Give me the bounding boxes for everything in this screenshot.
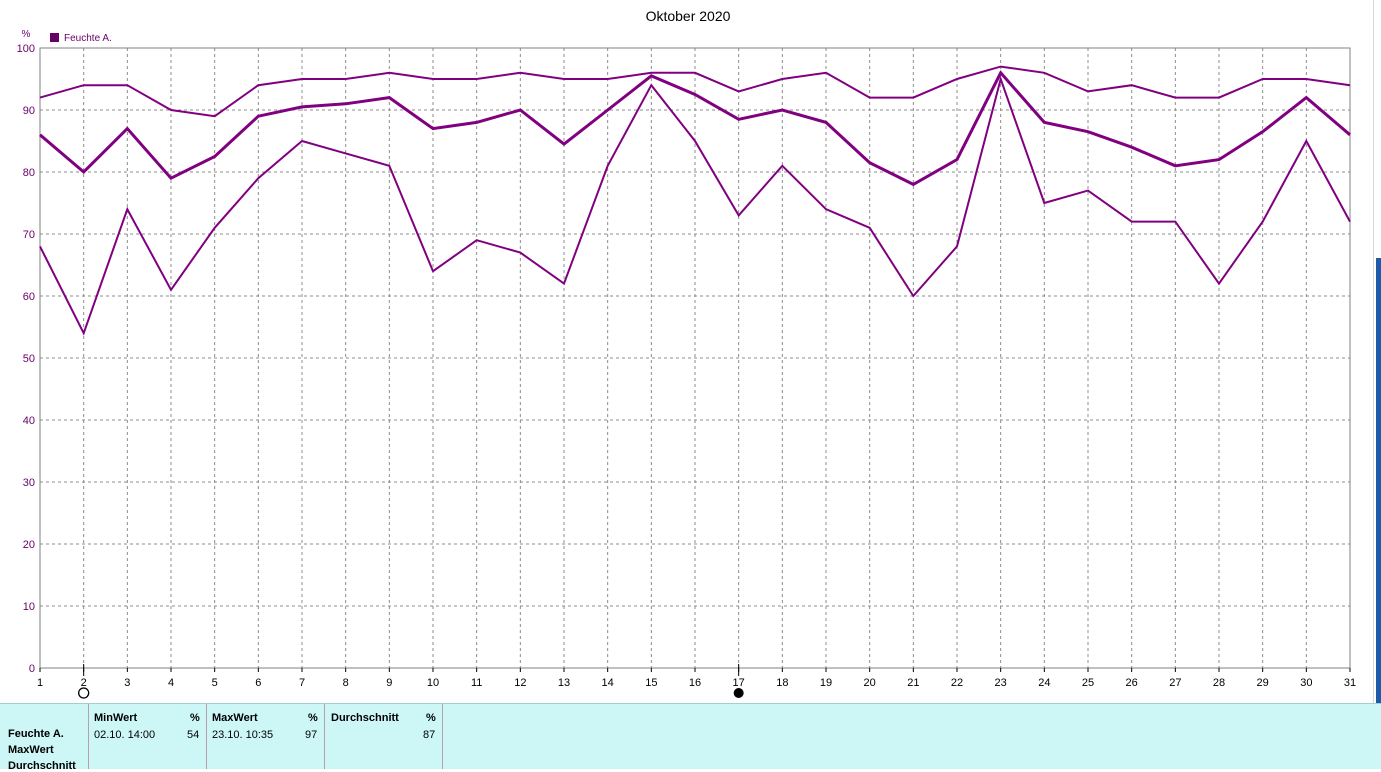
x-tick-label: 29 (1257, 677, 1269, 689)
series-line-min (39, 75, 1351, 336)
x-tick-label: 14 (602, 677, 614, 689)
min-column: MinWert % 02.10. 14:00 54 (88, 704, 206, 769)
row-label-series: Feuchte A. (8, 728, 64, 740)
x-tick-label: 28 (1213, 677, 1225, 689)
x-tick-label: 7 (299, 677, 305, 689)
y-tick-label: 80 (23, 167, 35, 179)
max-header: MaxWert (212, 712, 258, 724)
avg-unit: % (426, 712, 436, 724)
stats-panel: Feuchte A. MaxWert Durchschnitt MinWert … (0, 703, 1381, 772)
x-tick-label: 12 (514, 677, 526, 689)
x-tick-label: 24 (1038, 677, 1050, 689)
x-tick-label: 25 (1082, 677, 1094, 689)
x-tick-label: 27 (1169, 677, 1181, 689)
x-tick-label: 11 (471, 677, 482, 689)
max-column: MaxWert % 23.10. 10:35 97 (206, 704, 324, 769)
legend-swatch (50, 33, 59, 42)
max-time: 23.10. 10:35 (212, 729, 274, 741)
x-tick-label: 20 (864, 677, 876, 689)
max-value: 97 (305, 729, 318, 741)
y-unit-label: % (22, 29, 31, 40)
x-tick-label: 17 (733, 677, 745, 689)
y-tick-label: 40 (23, 415, 35, 427)
row-label-avg: Durchschnitt (8, 760, 76, 772)
x-tick-label: 30 (1300, 677, 1312, 689)
x-tick-label: 8 (343, 677, 349, 689)
y-tick-label: 30 (23, 477, 35, 489)
desktop-edge (1376, 258, 1381, 703)
x-tick-label: 6 (255, 677, 261, 689)
x-tick-label: 10 (427, 677, 439, 689)
chart: Oktober 2020 % Feuchte A. 0 10 20 30 40 50 60 7… (17, 8, 1356, 699)
x-tick-label: 13 (558, 677, 570, 689)
x-tick-label: 31 (1344, 677, 1356, 689)
x-tick-label: 1 (37, 677, 43, 689)
x-tick-label: 5 (212, 677, 218, 689)
x-tick-label: 18 (776, 677, 788, 689)
series-line-avg (39, 70, 1351, 187)
max-unit: % (308, 712, 318, 724)
legend-label: Feuchte A. (64, 33, 112, 44)
min-time: 02.10. 14:00 (94, 729, 156, 741)
y-tick-label: 20 (23, 539, 35, 551)
avg-header: Durchschnitt (331, 712, 399, 724)
x-tick-label: 9 (386, 677, 392, 689)
x-tick-label: 22 (951, 677, 963, 689)
y-tick-label: 90 (23, 105, 35, 117)
x-tick-label: 3 (124, 677, 130, 689)
full-moon-icon (733, 688, 744, 698)
x-tick-label: 19 (820, 677, 832, 689)
min-unit: % (190, 712, 200, 724)
x-tick-label: 21 (907, 677, 919, 689)
avg-column: Durchschnitt % 87 (324, 704, 443, 769)
avg-value: 87 (423, 729, 436, 741)
new-moon-icon (78, 687, 90, 699)
x-tick-label: 26 (1126, 677, 1138, 689)
y-tick-label: 0 (29, 663, 35, 675)
y-tick-label: 60 (23, 291, 35, 303)
y-tick-label: 70 (23, 229, 35, 241)
series-line-max (39, 65, 1351, 118)
row-label-max: MaxWert (8, 744, 54, 756)
x-tick-label: 4 (168, 677, 174, 689)
y-tick-label: 100 (17, 43, 35, 55)
chart-title: Oktober 2020 (646, 8, 731, 24)
x-tick-label: 16 (689, 677, 701, 689)
y-tick-label: 50 (23, 353, 35, 365)
min-value: 54 (187, 729, 200, 741)
x-tick-label: 15 (645, 677, 657, 689)
x-tick-label: 2 (81, 677, 87, 689)
x-tick-label: 23 (995, 677, 1007, 689)
min-header: MinWert (94, 712, 138, 724)
y-tick-label: 10 (23, 601, 35, 613)
